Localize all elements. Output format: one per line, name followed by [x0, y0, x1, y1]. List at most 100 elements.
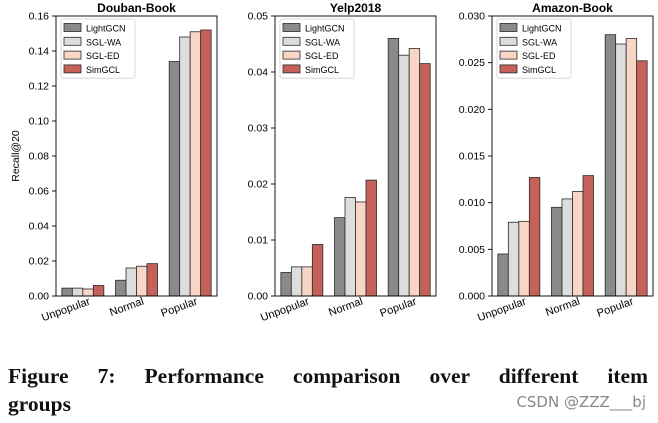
caption-line-2: groups [8, 392, 71, 416]
legend-box [279, 18, 355, 79]
y-tick-label: 0.025 [459, 57, 485, 69]
bar-lightgcn-unpopular [61, 287, 73, 297]
y-tick-label: 0.02 [248, 179, 269, 191]
y-tick-label: 0.06 [29, 186, 50, 198]
legend-swatch-lightgcn [282, 23, 301, 32]
y-tick-label: 0.000 [459, 291, 485, 303]
y-tick-label: 0.020 [459, 104, 485, 116]
y-tick-label: 0.16 [29, 11, 50, 23]
charts-figure: 0.000.020.040.060.080.100.120.140.16Unpo… [10, 1, 654, 324]
caption-line-1: Figure 7: Performance comparison over di… [8, 364, 648, 388]
bar-lightgcn-popular [387, 38, 400, 297]
legend-swatch-lightgcn [63, 23, 82, 32]
legend: LightGCN SGL-WA SGL-ED SimGCL [60, 18, 136, 79]
legend-swatch-sgl-ed [282, 50, 301, 60]
bar-simgcl-popular [636, 60, 648, 297]
legend-swatch-simgcl [499, 64, 518, 74]
y-tick-label: 0.08 [29, 151, 50, 163]
legend-swatch-simgcl [63, 64, 82, 74]
legend-label-simgcl: SimGCL [86, 65, 120, 75]
bar-sgl-ed-normal [355, 201, 367, 297]
bar-sgl-ed-unpopular [301, 266, 313, 297]
legend-box [496, 18, 572, 79]
y-tick-label: 0.04 [248, 67, 269, 79]
bar-sgl-ed-unpopular [518, 220, 530, 297]
legend-label-sgl-wa: SGL-WA [86, 37, 121, 47]
bar-sgl-wa-unpopular [71, 287, 84, 297]
legend-label-sgl-ed: SGL-ED [86, 51, 120, 61]
legend: LightGCN SGL-WA SGL-ED SimGCL [279, 18, 355, 79]
chart-panel-0: 0.000.020.040.060.080.100.120.140.16Unpo… [10, 1, 218, 324]
bar-sgl-ed-normal [572, 191, 584, 297]
legend-swatch-sgl-ed [499, 50, 518, 60]
legend-swatch-sgl-wa [63, 36, 82, 46]
y-tick-label: 0.04 [29, 221, 50, 233]
y-tick-label: 0.01 [248, 235, 269, 247]
chart-title: Yelp2018 [330, 1, 382, 15]
watermark: CSDN @ZZZ___bj [516, 393, 646, 411]
bar-sgl-ed-popular [625, 38, 638, 297]
bar-sgl-ed-unpopular [82, 288, 94, 297]
bar-sgl-wa-unpopular [507, 221, 520, 297]
bar-simgcl-unpopular [528, 177, 541, 297]
bar-simgcl-normal [365, 179, 377, 297]
legend-swatch-lightgcn [499, 23, 518, 32]
bar-lightgcn-popular [604, 34, 617, 297]
legend-label-sgl-wa: SGL-WA [522, 37, 557, 47]
bar-simgcl-normal [582, 175, 594, 297]
x-tick-label-normal: Normal [544, 296, 581, 319]
bar-simgcl-unpopular [92, 285, 105, 297]
y-tick-label: 0.10 [29, 116, 50, 128]
bar-simgcl-normal [146, 263, 158, 297]
bar-sgl-wa-unpopular [290, 266, 303, 297]
x-tick-label-normal: Normal [327, 296, 364, 319]
bar-lightgcn-normal [334, 217, 346, 297]
x-tick-label-popular: Popular [159, 295, 199, 319]
bar-lightgcn-popular [168, 61, 181, 297]
legend: LightGCN SGL-WA SGL-ED SimGCL [496, 18, 572, 79]
bar-lightgcn-normal [551, 206, 563, 297]
chart-panel-2: 0.0000.0050.0100.0150.0200.0250.030Unpop… [459, 1, 654, 324]
legend-swatch-simgcl [282, 64, 301, 74]
y-axis-label: Recall@20 [10, 130, 22, 182]
y-tick-label: 0.030 [459, 11, 485, 23]
legend-swatch-sgl-wa [499, 36, 518, 46]
bar-sgl-wa-normal [561, 198, 573, 297]
x-tick-label-normal: Normal [108, 296, 145, 319]
y-tick-label: 0.03 [248, 123, 269, 135]
legend-label-lightgcn: LightGCN [305, 24, 345, 34]
bar-sgl-ed-normal [136, 265, 148, 297]
plot-frame [274, 15, 437, 297]
legend-label-simgcl: SimGCL [305, 65, 339, 75]
legend-box [60, 18, 136, 79]
legend-label-lightgcn: LightGCN [522, 24, 562, 34]
y-tick-label: 0.00 [248, 291, 269, 303]
chart-title: Douban-Book [97, 1, 176, 15]
y-tick-label: 0.005 [459, 244, 485, 256]
chart-title: Amazon-Book [532, 1, 613, 15]
bar-simgcl-popular [419, 63, 431, 297]
bar-sgl-ed-popular [408, 48, 421, 297]
y-tick-label: 0.010 [459, 197, 485, 209]
legend-label-lightgcn: LightGCN [86, 24, 126, 34]
bar-sgl-wa-popular [398, 54, 410, 297]
y-tick-label: 0.05 [248, 11, 269, 23]
bar-lightgcn-unpopular [280, 272, 292, 297]
bar-sgl-ed-popular [189, 31, 202, 297]
bar-simgcl-unpopular [311, 244, 324, 297]
figure-caption: Figure 7: Performance comparison over di… [8, 362, 648, 418]
y-tick-label: 0.02 [29, 256, 50, 268]
legend-swatch-sgl-ed [63, 50, 82, 60]
legend-label-sgl-wa: SGL-WA [305, 37, 340, 47]
y-tick-label: 0.00 [29, 291, 50, 303]
legend-label-sgl-ed: SGL-ED [305, 51, 339, 61]
x-tick-label-popular: Popular [378, 295, 418, 319]
bar-simgcl-popular [200, 29, 212, 297]
bar-sgl-wa-normal [344, 197, 356, 297]
y-tick-label: 0.14 [29, 46, 50, 58]
bar-sgl-wa-popular [615, 43, 627, 297]
bar-sgl-wa-normal [125, 267, 137, 297]
legend-label-simgcl: SimGCL [522, 65, 556, 75]
x-tick-label-popular: Popular [595, 295, 635, 319]
